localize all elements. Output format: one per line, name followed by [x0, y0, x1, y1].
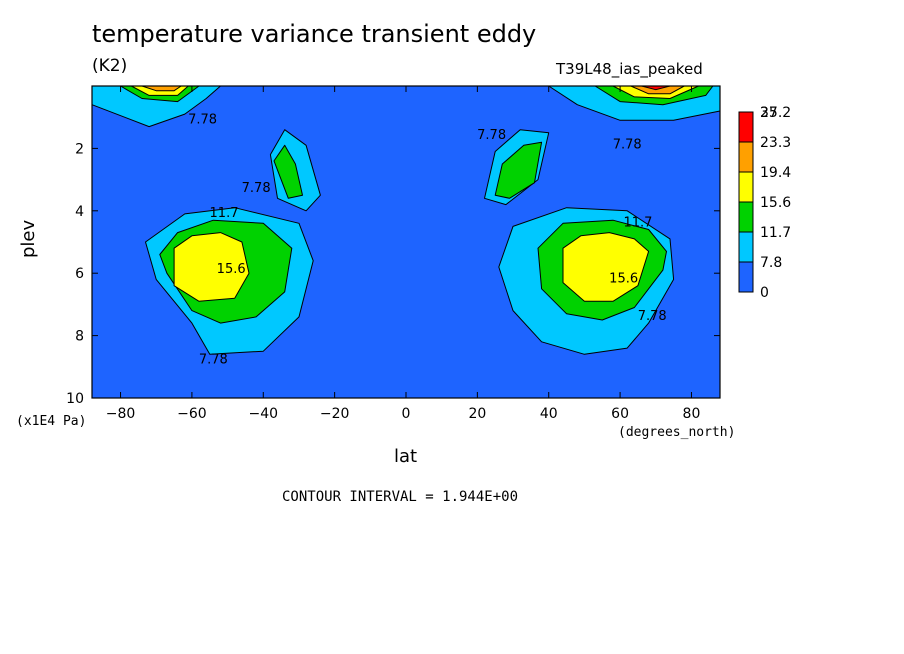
colorbar-label: 23.3: [760, 135, 791, 151]
colorbar-swatch: [738, 111, 754, 143]
x-tick-label: 40: [540, 406, 558, 422]
chart-title: temperature variance transient eddy: [92, 20, 537, 48]
contour-interval: CONTOUR INTERVAL = 1.944E+00: [282, 489, 519, 505]
colorbar-label: 19.4: [760, 165, 791, 181]
x-axis-units: (degrees_north): [618, 425, 736, 440]
units-label: (K2): [92, 56, 128, 76]
x-axis-label: lat: [394, 446, 418, 467]
contour-label: 7.78: [199, 353, 228, 368]
colorbar-swatch: [738, 231, 754, 263]
x-tick-label: 20: [468, 406, 486, 422]
x-tick-label: −40: [248, 406, 278, 422]
run-label: T39L48_ias_peaked: [556, 60, 703, 78]
contour-region-7: [273, 144, 303, 199]
colorbar-label: 11.7: [760, 225, 791, 241]
contour-label: 7.78: [613, 137, 642, 152]
y-tick-label: 6: [75, 266, 84, 282]
contour-region-9: [494, 141, 543, 199]
colorbar-label: 0: [760, 285, 769, 301]
contour-label: 11.7: [623, 215, 652, 230]
colorbar-swatch: [738, 141, 754, 173]
colorbar-label: 15.6: [760, 195, 791, 211]
colorbar-label: 35: [760, 105, 778, 121]
y-tick-label: 10: [66, 391, 84, 407]
contour-label: 7.78: [188, 112, 217, 127]
x-tick-label: −20: [320, 406, 350, 422]
x-tick-label: 80: [683, 406, 701, 422]
contour-label: 15.6: [217, 262, 246, 277]
plot-area: [91, 85, 721, 398]
colorbar-swatch: [738, 261, 754, 293]
x-tick-label: 60: [611, 406, 629, 422]
x-tick-label: 0: [402, 406, 411, 422]
colorbar-swatch: [738, 171, 754, 203]
contour-label: 7.78: [638, 309, 667, 324]
contour-label: 15.6: [609, 272, 638, 287]
contour-label: 7.78: [242, 181, 271, 196]
x-tick-label: −80: [106, 406, 136, 422]
x-tick-label: −60: [177, 406, 207, 422]
contour-label: 11.7: [210, 206, 239, 221]
colorbar-label: 7.8: [760, 255, 782, 271]
colorbar-label: 27.2: [760, 105, 791, 121]
colorbar: 0 7.8 11.7 15.6 19.4 23.3 27.235: [738, 105, 791, 301]
colorbar-swatch: [738, 201, 754, 233]
contour-region-5: [562, 232, 650, 302]
y-tick-label: 2: [75, 141, 84, 157]
axes: −80 −60 −40 −20 0 20 40 60 80 2 4 6 8 10: [66, 85, 721, 422]
y-axis-units: (x1E4 Pa): [16, 414, 87, 429]
y-tick-label: 8: [75, 329, 84, 345]
contour-label: 7.78: [477, 128, 506, 143]
y-tick-label: 4: [75, 204, 84, 220]
contour-region-2: [173, 232, 250, 302]
